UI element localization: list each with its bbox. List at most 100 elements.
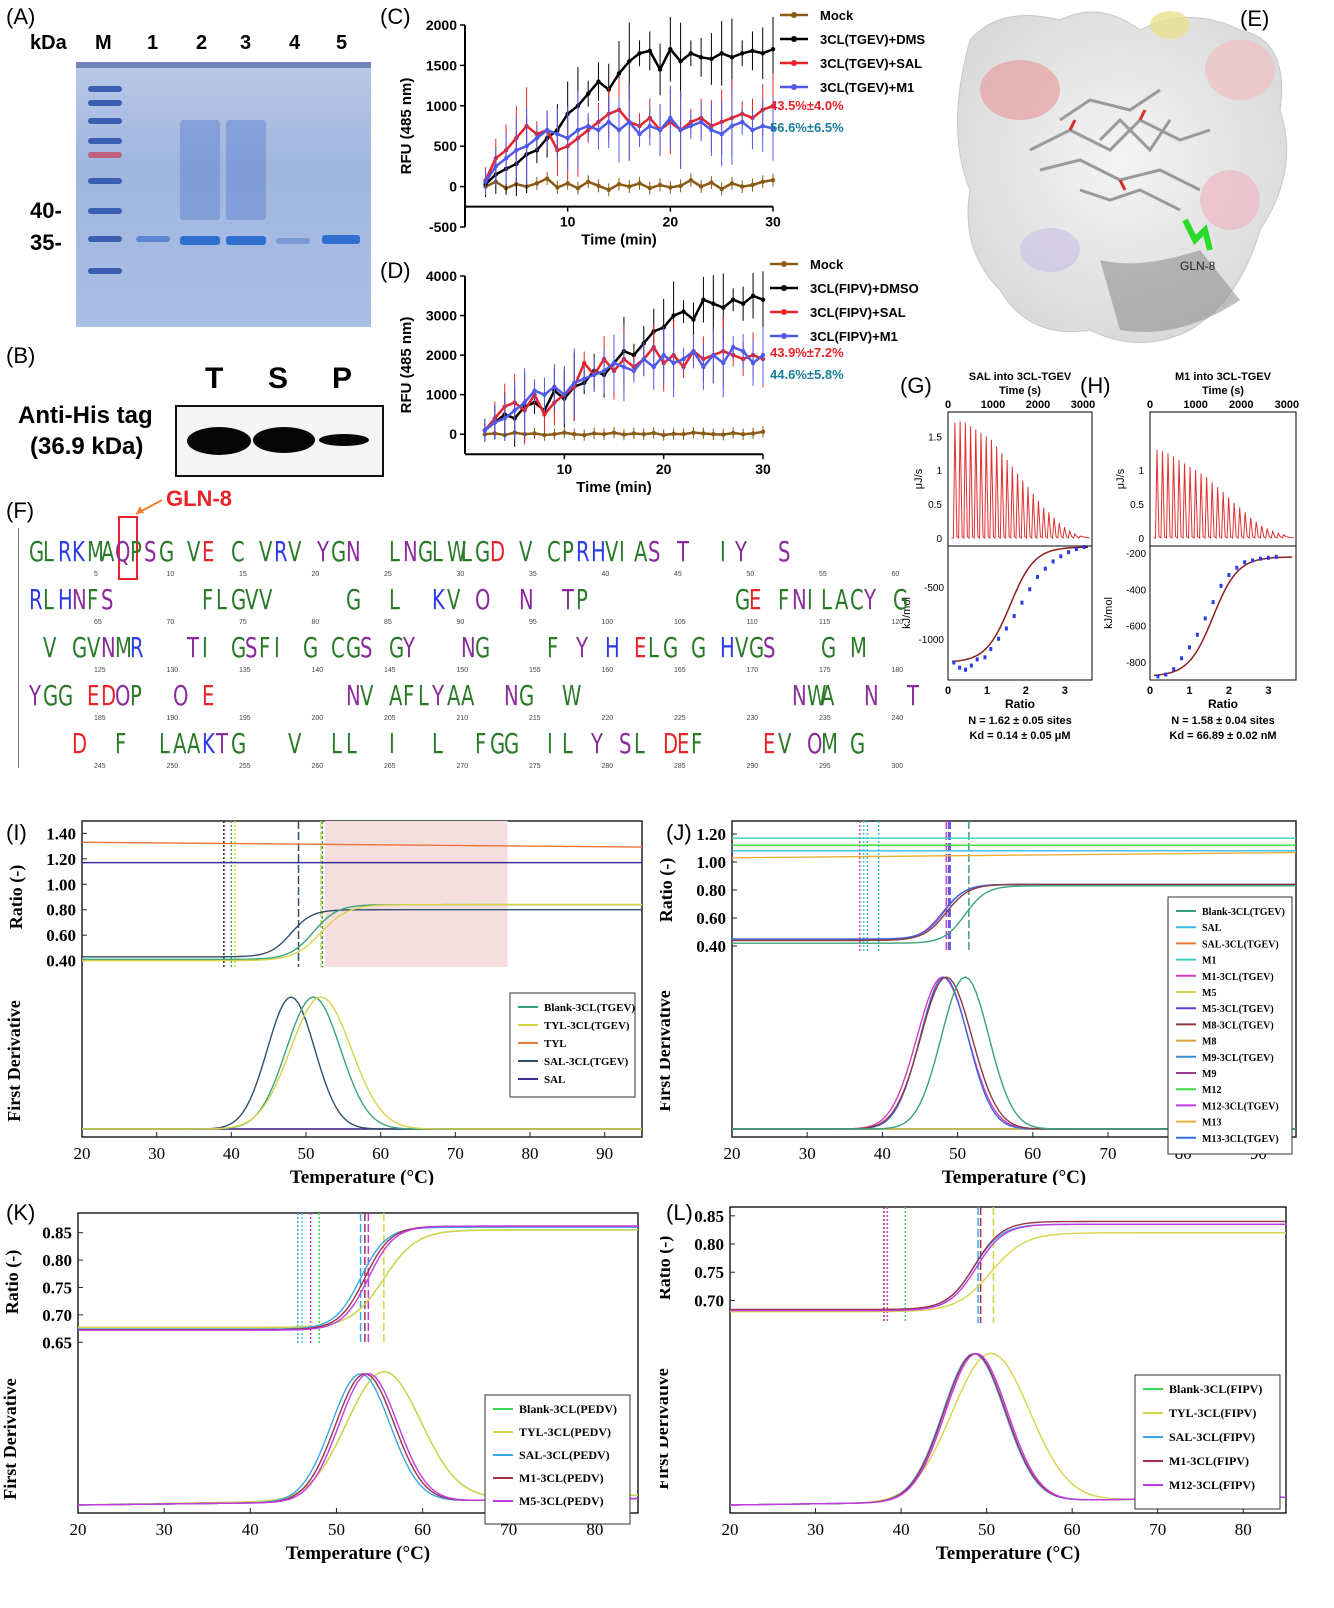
logo-position-label: 245 [94,763,106,770]
data-point [1251,558,1255,563]
logo-residue: S [144,535,157,568]
y-tick-label: -200 [1126,549,1146,560]
data-point [647,186,652,191]
legend-label: M12 [1202,1085,1221,1096]
legend-label: SAL-3CL(TGEV) [544,1056,629,1068]
data-point [532,431,537,436]
data-point [731,345,736,350]
legend-label: 3CL(TGEV)+DMSO [820,32,925,47]
data-point [668,115,673,121]
logo-residue: R [273,535,288,568]
x-axis-label: Time (min) [581,232,657,249]
logo-position-label: 80 [311,619,320,626]
top-x-axis-label: Time (s) [1202,385,1244,397]
data-point [701,364,706,370]
fit-result-note: Kd = 66.89 ± 0.02 nM [1169,730,1276,742]
data-point [1211,600,1215,605]
panel-label-k: (K) [6,1200,36,1225]
x-tick-label: 20 [722,1520,739,1539]
logo-residue: G [389,631,405,664]
data-point [503,156,509,161]
panel-label-e: (E) [1240,6,1270,31]
logo-residue: V [43,631,57,664]
logo-residue: V [734,631,749,664]
data-point [582,432,587,438]
data-point [740,184,745,189]
data-point [1156,674,1160,679]
logo-residue: P [561,535,574,568]
logo-residue: C [331,631,346,664]
derivative-axis-label: First Derivative [660,1368,672,1489]
logo-position-label: 140 [311,667,324,674]
x-tick-label: 50 [328,1520,345,1539]
legend-label: M5-3CL(TGEV) [1202,1004,1274,1015]
x-tick-label: 10 [557,461,573,477]
x-tick-label: 60 [1064,1520,1081,1539]
y-axis-label: kJ/mol [901,597,913,629]
data-point [760,123,765,129]
x-tick-label: 20 [74,1144,91,1163]
y-tick-label: 1.20 [696,825,726,844]
x-tick-label: 50 [949,1144,966,1163]
data-point [1059,554,1063,559]
x-tick-label: 30 [799,1144,816,1163]
data-point [989,647,993,652]
logo-residue: V [259,535,273,568]
logo-residue: Y [590,727,603,760]
y-tick-label: 1.40 [46,824,76,843]
derivative-curve [82,996,642,1130]
y-tick-label: 0.80 [46,901,76,920]
logo-residue: Y [576,631,589,664]
logo-position-label: 60 [891,571,900,578]
marker-40: 40- [30,198,62,223]
logo-residue: W [561,679,582,712]
top-y-tick-label: 0 [1138,534,1144,545]
data-point [627,184,632,189]
ratio-curve [732,883,1296,942]
logo-residue: A [187,727,201,760]
legend-label: M1 [1202,956,1216,967]
x-axis-label: Ratio [1005,697,1035,711]
data-point [952,660,956,665]
logo-residue: A [821,679,835,712]
data-point [701,431,706,436]
y-tick-label: 0.85 [694,1207,724,1226]
y-tick-label: -400 [1126,585,1146,596]
lane2-band [180,236,220,245]
data-point [611,430,617,435]
logo-residue: S [245,631,258,664]
logo-residue: T [216,727,229,760]
ratio-curve [78,1229,639,1329]
lane4-band [276,238,310,244]
top-x-tick-label: 3000 [1071,399,1095,411]
kda-label: kDa [30,32,67,54]
logo-position-label: 45 [674,571,682,578]
data-point [709,180,714,185]
logo-position-label: 280 [601,763,614,770]
ratio-curve [730,1223,1286,1311]
isotherm-frame [947,545,1093,681]
logo-position-label: 85 [384,619,392,626]
x-tick-label: 80 [586,1520,603,1539]
data-point [596,79,601,84]
logo-residue: V [518,535,533,568]
y-tick-label: 0.80 [696,881,726,900]
data-point [958,665,962,670]
legend-box [1134,1374,1281,1510]
logo-residue: C [230,535,245,568]
data-point [534,181,540,186]
logo-position-label: 255 [239,763,251,770]
data-point [1203,616,1207,621]
legend-label: 3CL(FIPV)+SAL [810,305,906,320]
logo-residue: F [201,583,214,616]
data-point [740,348,746,354]
logo-residue: V [446,583,461,616]
y-tick-label: 0 [449,426,457,442]
top-x-tick-label: 2000 [1229,399,1253,411]
logo-residue: F [86,583,98,616]
data-point [565,135,570,141]
ladder-band [88,138,122,144]
data-point [616,127,622,133]
ladder-band [88,118,122,124]
data-point [711,301,716,306]
